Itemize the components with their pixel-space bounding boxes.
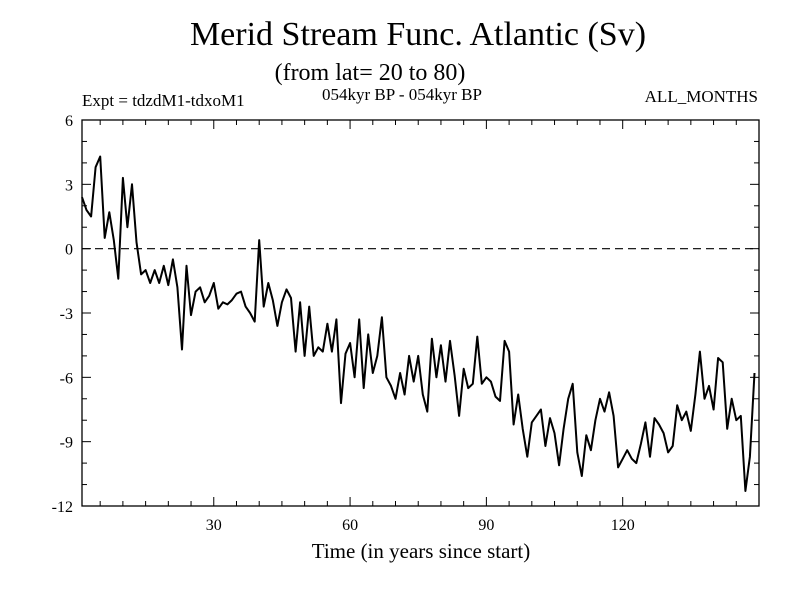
y-tick-label: -9: [60, 435, 73, 452]
months-label: ALL_MONTHS: [644, 87, 758, 106]
x-tick-label: 90: [478, 517, 494, 534]
y-tick-label: -12: [52, 499, 73, 516]
axis-ticks: [82, 119, 760, 507]
chart-subtitle: (from lat= 20 to 80): [274, 60, 466, 86]
series-line: [81, 155, 756, 492]
period-label: 054kyr BP - 054kyr BP: [322, 85, 482, 104]
x-tick-label: 30: [206, 517, 222, 534]
x-tick-labels: 30 60 90 120: [206, 517, 635, 534]
y-tick-label: -3: [60, 306, 73, 323]
x-tick-label: 120: [611, 517, 635, 534]
x-axis-label: Time (in years since start): [312, 539, 531, 563]
experiment-label: Expt = tdzdM1-tdxoM1: [82, 91, 245, 110]
y-tick-label: 0: [65, 242, 73, 259]
y-tick-label: 3: [65, 177, 73, 194]
chart-title: Merid Stream Func. Atlantic (Sv): [189, 16, 647, 53]
x-tick-label: 60: [342, 517, 358, 534]
y-tick-label: -6: [60, 370, 73, 387]
y-tick-labels: 6 3 0 -3 -6 -9 -12: [52, 113, 73, 516]
y-tick-label: 6: [65, 113, 73, 130]
